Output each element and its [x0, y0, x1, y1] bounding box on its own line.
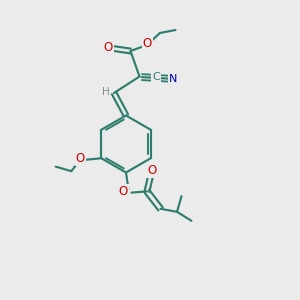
- Text: O: O: [143, 37, 152, 50]
- Text: O: O: [103, 40, 112, 54]
- Text: H: H: [102, 87, 110, 97]
- Text: O: O: [147, 164, 156, 177]
- Text: C: C: [152, 72, 160, 82]
- Text: O: O: [118, 185, 127, 198]
- Text: O: O: [76, 152, 85, 165]
- Text: N: N: [169, 74, 178, 84]
